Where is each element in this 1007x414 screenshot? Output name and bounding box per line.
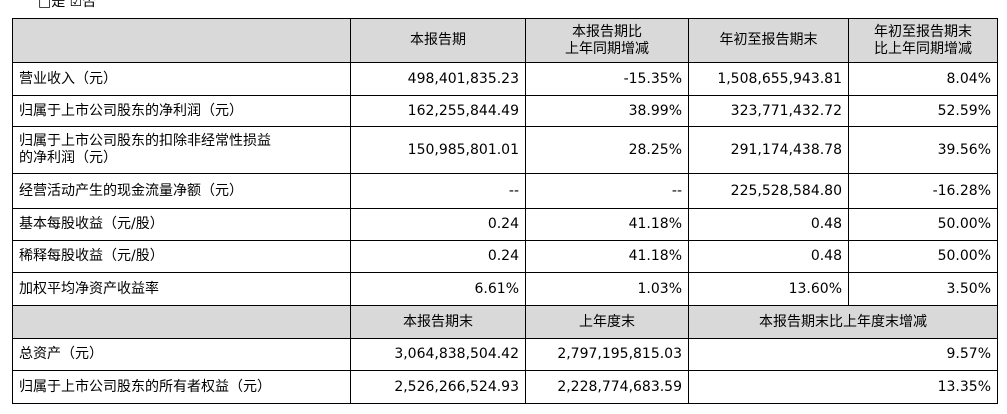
table-cell: 1,508,655,943.81 (688, 62, 849, 96)
data-row: 基本每股收益（元/股） 0.24 41.18% 0.48 50.00% (12, 208, 998, 241)
data-row: 总资产（元） 3,064,838,504.42 2,797,195,815.03 9.… (12, 338, 998, 371)
table-cell: 41.18% (525, 208, 689, 241)
table-cell: 年初至报告期末 比上年同期增减 (848, 18, 998, 63)
table-cell: 291,174,438.78 (688, 126, 849, 174)
table-cell: 13.35% (688, 370, 998, 404)
financial-table: 本报告期 本报告期比 上年同期增减 年初至报告期末 年初至报告期末 比上年同期增减 营业收入… (12, 18, 998, 404)
table-cell: -- (525, 173, 689, 209)
table-cell: 38.99% (525, 95, 689, 127)
table-cell: 本报告期 (350, 18, 526, 63)
table-cell: 39.56% (848, 126, 998, 174)
table-cell: 225,528,584.80 (688, 173, 849, 209)
table-cell: 3,064,838,504.42 (350, 338, 526, 371)
data-row: 稀释每股收益（元/股） 0.24 41.18% 0.48 50.00% (12, 240, 998, 273)
table-cell: 13.60% (688, 272, 849, 306)
table-cell: 323,771,432.72 (688, 95, 849, 127)
table-cell: 归属于上市公司股东的净利润（元） (12, 95, 351, 127)
table-cell: 加权平均净资产收益率 (12, 272, 351, 306)
table-cell: 2,797,195,815.03 (525, 338, 689, 371)
table-cell: 150,985,801.01 (350, 126, 526, 174)
table-cell: 营业收入（元） (12, 62, 351, 96)
table-cell: 0.48 (688, 208, 849, 241)
table-cell: 52.59% (848, 95, 998, 127)
table-cell: 498,401,835.23 (350, 62, 526, 96)
table-cell: -- (350, 173, 526, 209)
data-row: 归属于上市公司股东的净利润（元） 162,255,844.49 38.99% 323,… (12, 95, 998, 127)
data-row: 营业收入（元） 498,401,835.23 -15.35% 1,508,655,94… (12, 62, 998, 96)
header-row: 本报告期末 上年度末 本报告期末比上年度末增减 (12, 305, 998, 339)
header-row: 本报告期 本报告期比 上年同期增减 年初至报告期末 年初至报告期末 比上年同期增减 (12, 18, 998, 63)
table-cell: 8.04% (848, 62, 998, 96)
table-cell: -15.35% (525, 62, 689, 96)
table-cell: 总资产（元） (12, 338, 351, 371)
table-cell: 年初至报告期末 (688, 18, 849, 63)
table-cell: 6.61% (350, 272, 526, 306)
table-cell: 基本每股收益（元/股） (12, 208, 351, 241)
table-cell: 本报告期末比上年度末增减 (688, 305, 998, 339)
table-cell: 2,228,774,683.59 (525, 370, 689, 404)
table-cell: 162,255,844.49 (350, 95, 526, 127)
table-cell: 41.18% (525, 240, 689, 273)
table-cell (12, 18, 351, 63)
table-cell: 上年度末 (525, 305, 689, 339)
table-cell: 本报告期比 上年同期增减 (525, 18, 689, 63)
table-cell: 1.03% (525, 272, 689, 306)
table-cell: 0.24 (350, 208, 526, 241)
table-cell: 归属于上市公司股东的扣除非经常性损益 的净利润（元） (12, 126, 351, 174)
table-cell: 3.50% (848, 272, 998, 306)
table-cell: 0.48 (688, 240, 849, 273)
table-cell: 0.24 (350, 240, 526, 273)
data-row: 经营活动产生的现金流量净额（元） -- -- 225,528,584.80 -16.28… (12, 173, 998, 209)
data-row: 归属于上市公司股东的所有者权益（元） 2,526,266,524.93 2,228,… (12, 370, 998, 404)
table-cell: 50.00% (848, 208, 998, 241)
table-cell: 稀释每股收益（元/股） (12, 240, 351, 273)
table-cell (12, 305, 351, 339)
table-cell: 归属于上市公司股东的所有者权益（元） (12, 370, 351, 404)
data-row: 加权平均净资产收益率 6.61% 1.03% 13.60% 3.50% (12, 272, 998, 306)
table-cell: -16.28% (848, 173, 998, 209)
data-row: 归属于上市公司股东的扣除非经常性损益 的净利润（元） 150,985,801.01 2… (12, 126, 998, 174)
table-cell: 2,526,266,524.93 (350, 370, 526, 404)
table-cell: 28.25% (525, 126, 689, 174)
table-cell: 本报告期末 (350, 305, 526, 339)
table-cell: 经营活动产生的现金流量净额（元） (12, 173, 351, 209)
table-cell: 9.57% (688, 338, 998, 371)
option-note: □是 ☑否 (38, 0, 97, 10)
table-cell: 50.00% (848, 240, 998, 273)
